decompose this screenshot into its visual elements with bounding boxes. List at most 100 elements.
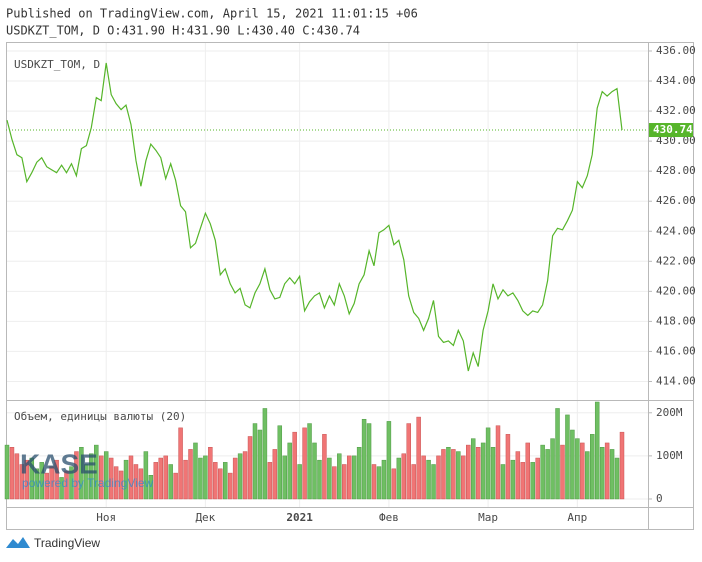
volume-bar: [257, 429, 263, 500]
volume-bar: [168, 464, 173, 500]
volume-bar: [4, 444, 10, 500]
volume-bar: [391, 468, 397, 500]
x-tick-label: Мар: [478, 511, 498, 524]
x-tick-label: Апр: [567, 511, 587, 524]
volume-bar: [461, 455, 466, 500]
volume-bar: [213, 462, 218, 500]
volume-bar: [322, 434, 327, 500]
volume-bar: [133, 464, 139, 500]
footer-logo: TradingView: [6, 536, 100, 550]
volume-bar: [123, 459, 129, 500]
volume-bar: [39, 462, 44, 500]
volume-bar: [24, 459, 30, 500]
volume-bar: [272, 449, 278, 500]
y-tick-label: 0: [656, 492, 663, 505]
x-tick-label: Дек: [195, 511, 215, 524]
volume-bar: [614, 457, 620, 500]
volume-bar: [14, 453, 20, 500]
volume-bar: [356, 447, 362, 500]
volume-bar: [198, 457, 203, 500]
volume-bar: [203, 455, 208, 500]
volume-bar: [332, 466, 337, 500]
volume-bar: [222, 462, 228, 500]
logo-icon: [6, 537, 30, 548]
volume-bar: [421, 455, 426, 500]
volume-bar: [550, 438, 555, 500]
price-pane-title: USDKZT_TOM, D: [14, 58, 100, 71]
volume-bar: [590, 434, 595, 500]
y-tick-label: 424.00: [656, 224, 696, 237]
volume-bar: [317, 459, 322, 500]
volume-bar: [431, 464, 436, 500]
y-tick-label: 430.00: [656, 134, 696, 147]
volume-bar: [148, 475, 154, 500]
x-tick-label: Фев: [379, 511, 399, 524]
volume-bar: [208, 447, 213, 500]
volume-bar: [242, 451, 248, 500]
volume-bar: [143, 451, 149, 500]
volume-bar: [153, 462, 159, 500]
volume-bar: [515, 451, 521, 500]
volume-bar: [381, 459, 387, 500]
volume-bar: [376, 466, 382, 500]
volume-bar: [49, 466, 54, 500]
volume-bar: [94, 444, 99, 500]
volume-bar: [193, 442, 198, 500]
volume-bar: [337, 453, 342, 500]
volume-bar: [247, 436, 253, 500]
volume-bar: [34, 468, 39, 500]
y-tick-label: 432.00: [656, 104, 696, 117]
y-tick-label: 416.00: [656, 344, 696, 357]
volume-bar: [555, 408, 560, 500]
volume-bar: [158, 457, 163, 500]
volume-bar: [287, 442, 292, 500]
volume-bar: [59, 477, 64, 500]
y-tick-label: 420.00: [656, 284, 696, 297]
volume-bar: [9, 447, 15, 500]
volume-bar: [540, 444, 545, 500]
watermark-logo: KASE: [20, 448, 98, 479]
volume-bar: [570, 429, 575, 500]
watermark-text: powered by TradingView: [22, 476, 154, 490]
volume-bar: [505, 434, 511, 500]
volume-bar: [29, 457, 35, 500]
y-tick-label: 100M: [656, 449, 683, 462]
volume-bar: [19, 464, 25, 500]
volume-bar: [545, 449, 550, 500]
volume-bar: [619, 431, 625, 500]
volume-bar: [525, 442, 531, 500]
y-tick-label: 436.00: [656, 44, 696, 57]
ohlc-line: USDKZT_TOM, D O:431.90 H:431.90 L:430.40…: [6, 24, 360, 38]
x-tick-label: Ноя: [96, 511, 116, 524]
volume-bar: [500, 464, 506, 500]
volume-bar: [470, 438, 476, 500]
volume-bar: [292, 431, 297, 500]
volume-bar: [436, 455, 441, 500]
last-price-label: 430.74: [653, 123, 693, 136]
volume-bar: [79, 447, 84, 500]
volume-bar: [44, 472, 49, 500]
volume-bar: [386, 421, 392, 500]
volume-bar: [163, 455, 168, 500]
volume-bar: [535, 457, 540, 500]
volume-bar: [466, 444, 471, 500]
volume-bar: [361, 418, 367, 500]
volume-bar: [396, 457, 402, 500]
volume-bar: [118, 470, 124, 500]
volume-bar: [441, 449, 446, 500]
volume-bar: [103, 451, 109, 500]
volume-bar: [371, 464, 377, 500]
watermark: KASE powered by TradingView: [20, 448, 154, 490]
volume-bar: [406, 423, 411, 500]
volume-bar: [604, 442, 610, 500]
volume-bar: [480, 442, 486, 500]
volume-bar: [54, 459, 59, 500]
volume-pane-title: Объем, единицы валюты (20): [14, 410, 186, 423]
price-line: [6, 62, 623, 372]
volume-bar: [495, 425, 501, 500]
volume-bar: [560, 444, 565, 500]
volume-bar: [69, 466, 74, 500]
y-tick-label: 426.00: [656, 194, 696, 207]
y-tick-label: 422.00: [656, 254, 696, 267]
